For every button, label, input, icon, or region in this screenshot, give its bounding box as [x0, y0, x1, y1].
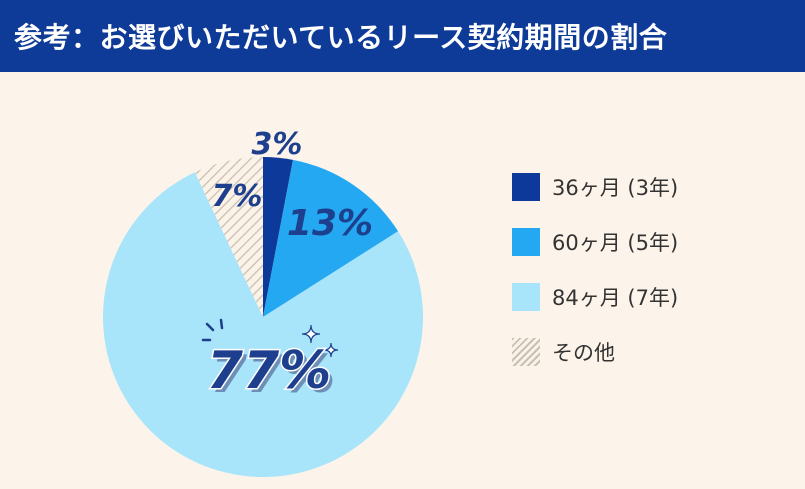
pie-slice [263, 157, 293, 317]
pie-slice [194, 157, 263, 317]
pie-slice [102, 172, 423, 478]
pie-label: 13% [287, 203, 373, 244]
pie-label: 7% [212, 179, 263, 214]
sparkle-decoration [201, 318, 339, 358]
legend-swatch-other [512, 338, 540, 366]
header-bar: 参考：お選びいただいているリース契約期間の割合 [0, 0, 805, 72]
sparkle-dash [219, 318, 224, 330]
legend-swatch-60-months [512, 228, 540, 256]
pie-label: 3% [252, 127, 303, 162]
legend-item-36-months: 36ヶ月 (3年) [512, 173, 772, 201]
pie-chart: 3% 13% 77%77% 7% [102, 127, 423, 478]
legend-label: 60ヶ月 (5年) [552, 231, 679, 255]
pie-label: 77% [207, 341, 331, 401]
legend-item-60-months: 60ヶ月 (5年) [512, 228, 772, 256]
sparkle-icon [301, 324, 321, 344]
legend-swatch-84-months [512, 283, 540, 311]
legend-label: 84ヶ月 (7年) [552, 286, 679, 310]
chart-area: 3% 13% 77% 77% 7% 36ヶ月 (3年) 60ヶ月 (5年) 84ヶ月 (… [0, 72, 805, 489]
pie-label-shadow: 77% [211, 345, 335, 405]
pie-labels: 3% 13% 77%77% 7% [205, 127, 373, 405]
legend-item-other: その他 [512, 338, 772, 366]
legend-swatch-36-months [512, 173, 540, 201]
sparkle-icon [323, 342, 339, 358]
pie-slice [263, 159, 399, 317]
page-title: 参考：お選びいただいているリース契約期間の割合 [14, 21, 668, 54]
legend: 36ヶ月 (3年) 60ヶ月 (5年) 84ヶ月 (7年) その他 [512, 173, 772, 393]
legend-label: 36ヶ月 (3年) [552, 176, 679, 200]
sparkle-dash [205, 322, 215, 332]
legend-label: その他 [552, 341, 615, 365]
pie-slices [102, 157, 423, 478]
legend-item-84-months: 84ヶ月 (7年) [512, 283, 772, 311]
